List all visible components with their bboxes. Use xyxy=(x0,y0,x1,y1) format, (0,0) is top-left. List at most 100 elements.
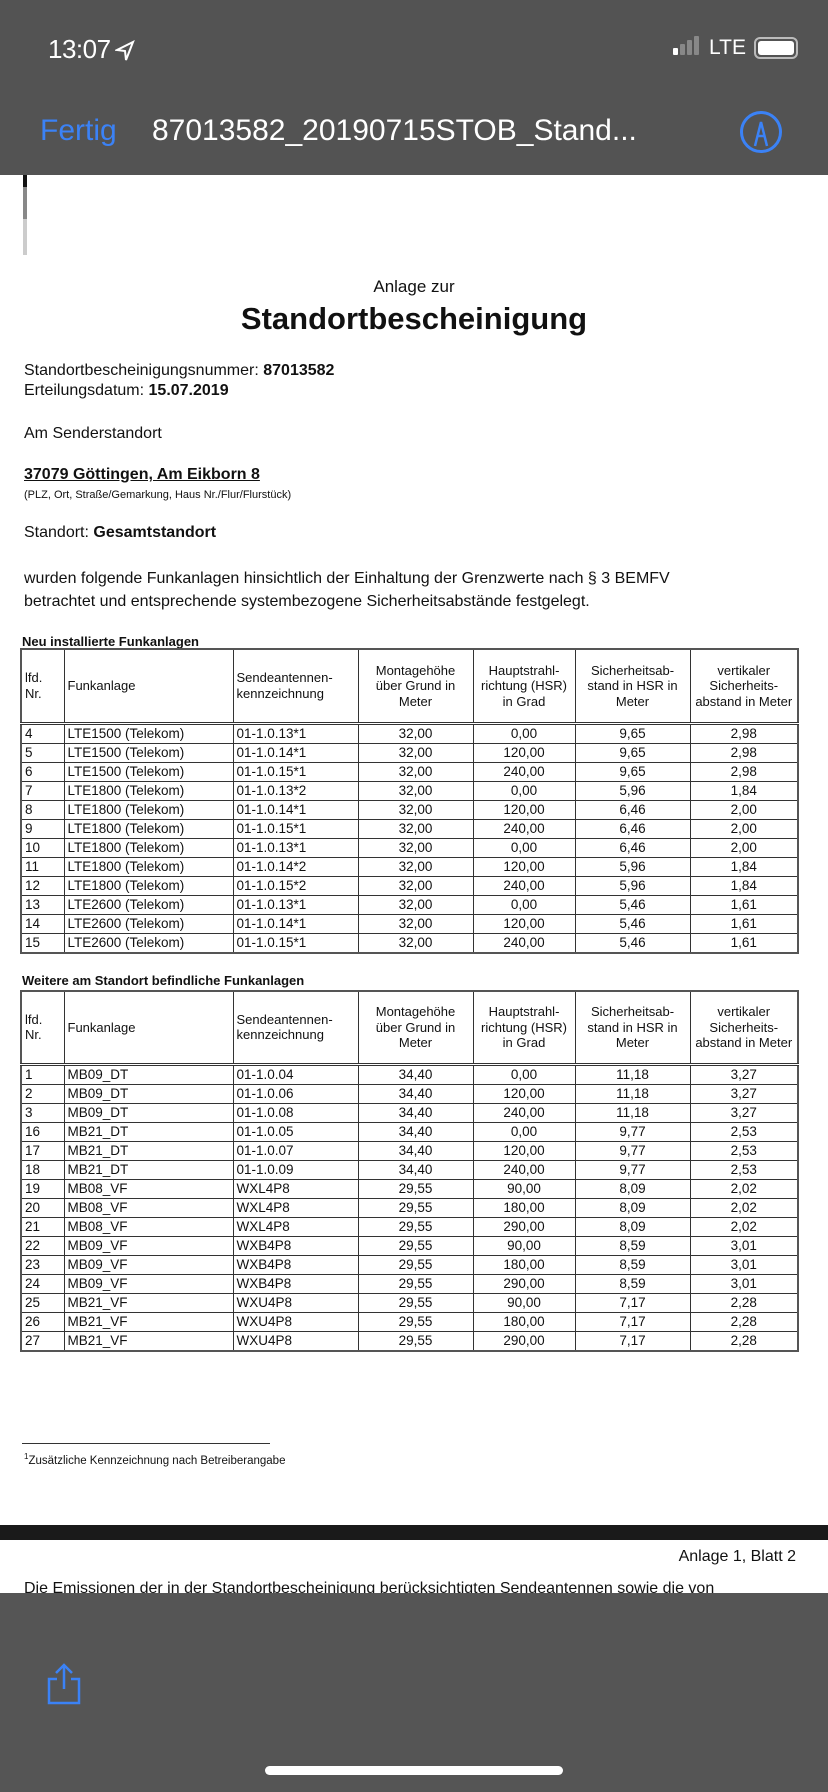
doc-subtitle: Anlage zur xyxy=(373,277,455,296)
table-cell: MB09_VF xyxy=(63,1254,234,1275)
table-cell: 01-1.0.13*1 xyxy=(232,722,359,744)
table-cell: 32,00 xyxy=(357,722,474,744)
table-cell: 2 xyxy=(20,1083,65,1104)
paragraph-line-1: wurden folgende Funkanlagen hinsichtlich… xyxy=(24,570,670,587)
table1-title: Neu installierte Funkanlagen xyxy=(22,634,199,649)
table-cell: 4 xyxy=(20,722,65,744)
table-row: 10 LTE1800 (Telekom) 01-1.0.13*1 32,00 0,00 6… xyxy=(20,837,799,858)
table-row: 11 LTE1800 (Telekom) 01-1.0.14*2 32,00 120,0… xyxy=(20,856,799,877)
table-cell: 120,00 xyxy=(472,742,576,763)
table-cell: 2,53 xyxy=(689,1159,799,1180)
table-cell: LTE1800 (Telekom) xyxy=(63,780,234,801)
table-cell: LTE1800 (Telekom) xyxy=(63,799,234,820)
table-cell: 23 xyxy=(20,1254,65,1275)
table-cell: 1,61 xyxy=(689,932,799,953)
table-cell: 25 xyxy=(20,1292,65,1313)
table-cell: 16 xyxy=(20,1121,65,1142)
column-header: Funkanlage xyxy=(63,648,234,725)
table-row: 4 LTE1500 (Telekom) 01-1.0.13*1 32,00 0,00 9,… xyxy=(20,722,799,744)
table-cell: 32,00 xyxy=(357,742,474,763)
table-cell: MB21_VF xyxy=(63,1330,234,1351)
table-cell: LTE1800 (Telekom) xyxy=(63,875,234,896)
table-cell: 5,96 xyxy=(574,875,691,896)
markup-pen-icon[interactable] xyxy=(740,111,782,153)
table-cell: 01-1.0.15*1 xyxy=(232,932,359,953)
table-cell: 9,77 xyxy=(574,1140,691,1161)
table-cell: 29,55 xyxy=(357,1273,474,1294)
home-indicator[interactable] xyxy=(265,1766,563,1775)
table-cell: 01-1.0.14*2 xyxy=(232,856,359,877)
table-cell: 6 xyxy=(20,761,65,782)
table-cell: MB08_VF xyxy=(63,1197,234,1218)
table-cell: 6,46 xyxy=(574,837,691,858)
table-cell: 32,00 xyxy=(357,818,474,839)
table-cell: 120,00 xyxy=(472,799,576,820)
table-cell: 3,27 xyxy=(689,1063,799,1085)
table-cell: 01-1.0.09 xyxy=(232,1159,359,1180)
table-cell: MB21_VF xyxy=(63,1292,234,1313)
table-cell: WXU4P8 xyxy=(232,1292,359,1313)
table-cell: 13 xyxy=(20,894,65,915)
table-cell: 290,00 xyxy=(472,1216,576,1237)
location-arrow-icon xyxy=(115,40,135,61)
share-icon[interactable] xyxy=(44,1661,84,1705)
done-button[interactable]: Fertig xyxy=(40,114,117,147)
table-cell: 2,02 xyxy=(689,1197,799,1218)
table-cell: 120,00 xyxy=(472,1140,576,1161)
label: Standort: xyxy=(24,524,94,541)
table-row: 14 LTE2600 (Telekom) 01-1.0.14*1 32,00 120,0… xyxy=(20,913,799,934)
table-cell: 2,98 xyxy=(689,722,799,744)
table-cell: 01-1.0.13*1 xyxy=(232,837,359,858)
table-cell: 29,55 xyxy=(357,1330,474,1351)
table-cell: 9,65 xyxy=(574,742,691,763)
table-cell: 01-1.0.04 xyxy=(232,1063,359,1085)
table-cell: 7,17 xyxy=(574,1330,691,1351)
page-separator xyxy=(0,1525,828,1540)
table-cell: WXB4P8 xyxy=(232,1235,359,1256)
table-cell: MB09_VF xyxy=(63,1235,234,1256)
table-cell: LTE1500 (Telekom) xyxy=(63,742,234,763)
table-cell: 2,02 xyxy=(689,1178,799,1199)
table-cell: MB08_VF xyxy=(63,1216,234,1237)
table-cell: 0,00 xyxy=(472,894,576,915)
table-cell: 9,77 xyxy=(574,1159,691,1180)
new-installations-table: lfd. Nr. Funkanlage Sendeantennen-kennzeic… xyxy=(20,648,799,954)
table-row: 21 MB08_VF WXL4P8 29,55 290,00 8,09 2,02 xyxy=(20,1216,799,1237)
table-cell: 9,77 xyxy=(574,1121,691,1142)
table-cell: 180,00 xyxy=(472,1311,576,1332)
table-cell: 8,59 xyxy=(574,1254,691,1275)
table-cell: 8,09 xyxy=(574,1197,691,1218)
table-cell: 5,96 xyxy=(574,856,691,877)
table-cell: 290,00 xyxy=(472,1273,576,1294)
table-cell: 32,00 xyxy=(357,875,474,896)
table-cell: 0,00 xyxy=(472,1121,576,1142)
table-cell: 01-1.0.15*1 xyxy=(232,761,359,782)
table-cell: 01-1.0.14*1 xyxy=(232,742,359,763)
table-row: 12 LTE1800 (Telekom) 01-1.0.15*2 32,00 240,0… xyxy=(20,875,799,896)
table-cell: 01-1.0.06 xyxy=(232,1083,359,1104)
header-row: lfd. Nr. Funkanlage Sendeantennen-kennzeic… xyxy=(20,648,799,725)
table-cell: 32,00 xyxy=(357,856,474,877)
table-row: 27 MB21_VF WXU4P8 29,55 290,00 7,17 2,28 xyxy=(20,1330,799,1351)
table-cell: 32,00 xyxy=(357,799,474,820)
column-header: Hauptstrahl-richtung (HSR) in Grad xyxy=(472,648,576,725)
table-cell: 1 xyxy=(20,1063,65,1085)
table-row: 1 MB09_DT 01-1.0.04 34,40 0,00 11,18 3,27 xyxy=(20,1063,799,1085)
table-cell: 5,46 xyxy=(574,894,691,915)
table-cell: 29,55 xyxy=(357,1197,474,1218)
table-cell: 15 xyxy=(20,932,65,953)
column-header: vertikaler Sicherheits-abstand in Meter xyxy=(689,990,799,1066)
table2-title: Weitere am Standort befindliche Funkanla… xyxy=(22,973,305,988)
table-cell: 2,53 xyxy=(689,1140,799,1161)
issue-date: Erteilungsdatum: 15.07.2019 xyxy=(24,382,229,400)
table-row: 7 LTE1800 (Telekom) 01-1.0.13*2 32,00 0,00 5,… xyxy=(20,780,799,801)
table-cell: 32,00 xyxy=(357,761,474,782)
table-cell: 5,96 xyxy=(574,780,691,801)
header-row: lfd. Nr. Funkanlage Sendeantennen-kennzeic… xyxy=(20,990,799,1066)
table-cell: 11,18 xyxy=(574,1102,691,1123)
table-cell: 2,02 xyxy=(689,1216,799,1237)
table-cell: 2,98 xyxy=(689,742,799,763)
table-cell: WXB4P8 xyxy=(232,1273,359,1294)
table-row: 23 MB09_VF WXB4P8 29,55 180,00 8,59 3,01 xyxy=(20,1254,799,1275)
table-cell: 2,00 xyxy=(689,818,799,839)
